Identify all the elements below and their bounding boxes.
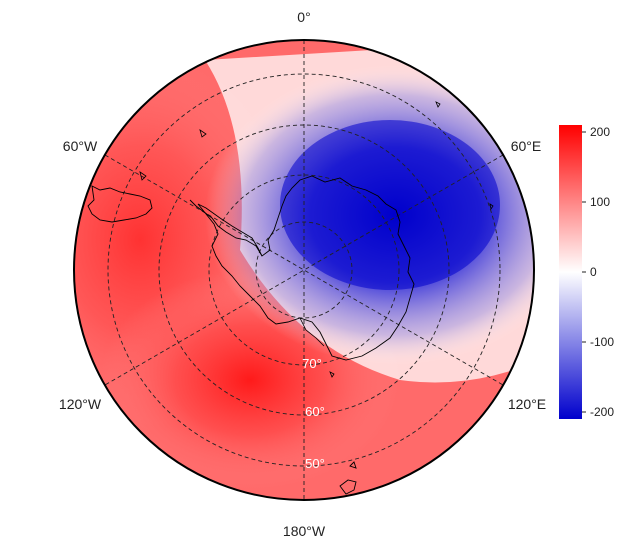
map-boundary [73,39,535,501]
lat-circle-50 [107,73,501,467]
negative-core [280,120,500,290]
ross-ice-edge [299,317,325,347]
lon-label-60e: 60°E [511,138,542,154]
lon-label-0: 0° [297,9,310,25]
colorbar-tick-marks [582,131,586,413]
lon-label-120e: 120°E [508,396,546,412]
graticule [104,40,504,500]
lon-label-120w: 120°W [59,396,102,412]
lat-label-50: 50° [305,456,325,471]
colorbar: 200 100 0 -100 -200 [559,125,614,419]
lat-label-60: 60° [305,404,325,419]
south-georgia [139,129,207,181]
new-zealand-coastline [339,461,357,495]
south-america-coastline [87,185,153,223]
lon-label-60w: 60°W [63,138,98,154]
lon-label-180w: 180°W [283,523,326,539]
subantarctic-islands [329,101,494,378]
colorbar-tick-0: 0 [590,265,597,279]
colorbar-tick-neg100: -100 [590,335,614,349]
lat-circle-60 [158,124,450,416]
colorbar-tick-200: 200 [590,125,610,139]
colorbar-tick-100: 100 [590,195,610,209]
antarctica-coastline [197,175,415,361]
lat-label-70: 70° [302,356,322,371]
field-layer [74,40,534,500]
antarctic-peninsula [189,199,263,257]
colorbar-tick-neg200: -200 [590,405,614,419]
colorbar-ramp [559,125,582,419]
